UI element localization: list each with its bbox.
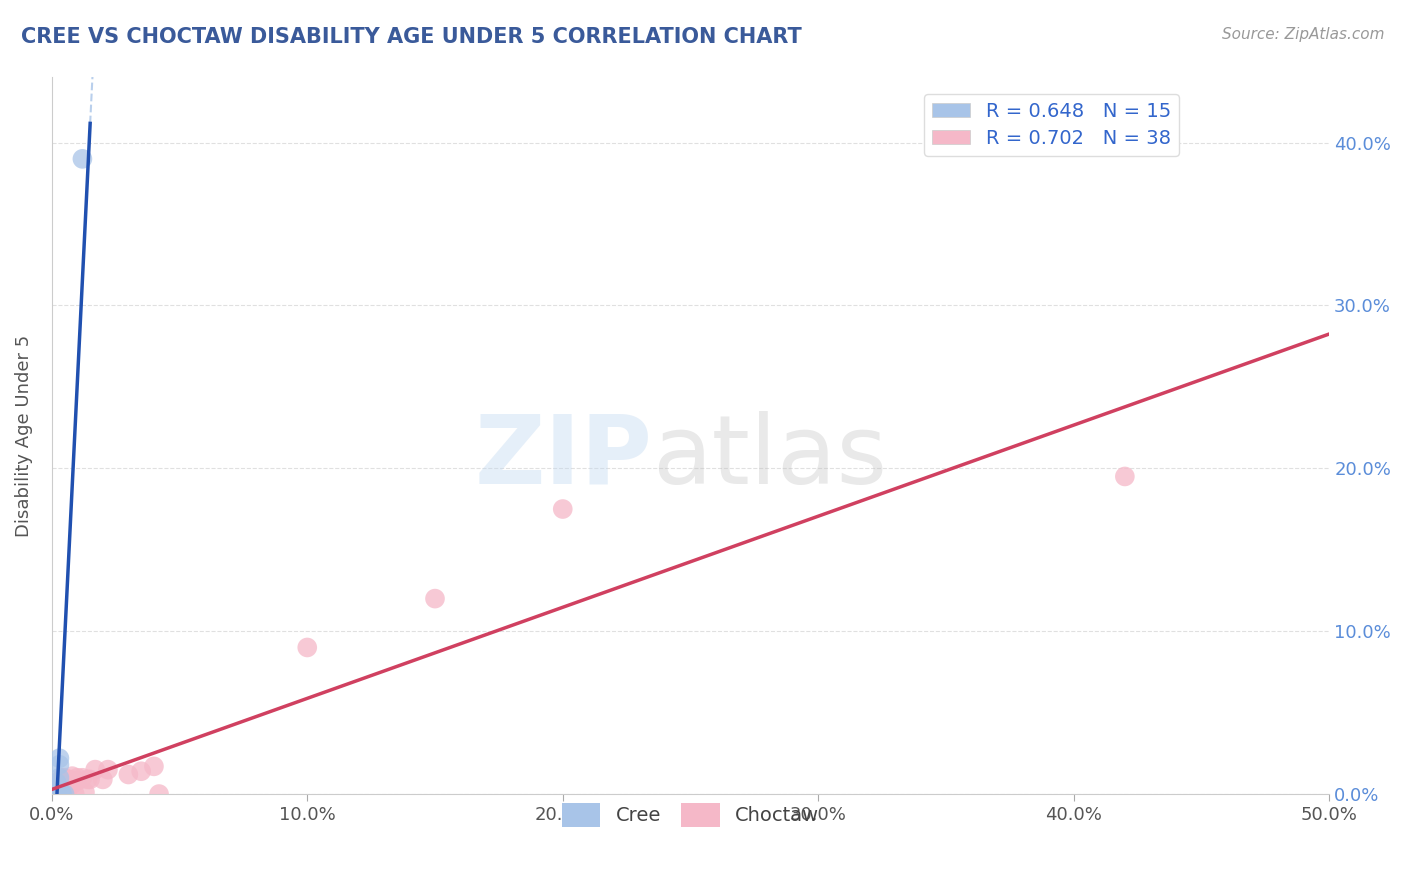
Point (1114, 469, 1136, 483)
Point (76, 772, 98, 787)
Point (60, 769, 83, 783)
Point (45, 779, 67, 793)
Point (53, 771, 76, 785)
Point (53, 775, 76, 789)
Point (48, 787, 70, 801)
Point (44, 782, 66, 797)
Point (53, 787, 76, 801)
Point (44, 785, 66, 799)
Point (44, 787, 66, 801)
Point (48, 771, 70, 785)
Point (44, 785, 66, 799)
Point (51, 787, 73, 801)
Point (53, 787, 76, 801)
Point (129, 764, 152, 779)
Point (51, 779, 73, 793)
Text: atlas: atlas (652, 410, 887, 504)
Point (59, 772, 82, 787)
Point (91, 772, 114, 787)
Point (84, 763, 107, 777)
Point (51, 787, 73, 801)
Text: CREE VS CHOCTAW DISABILITY AGE UNDER 5 CORRELATION CHART: CREE VS CHOCTAW DISABILITY AGE UNDER 5 C… (21, 27, 801, 46)
Point (63, 787, 86, 801)
Point (45, 785, 67, 799)
Point (66, 774, 89, 789)
Point (56, 787, 79, 801)
Point (148, 787, 170, 801)
Point (117, 767, 139, 781)
Point (48, 757, 70, 772)
Point (423, 591, 446, 606)
Legend: Cree, Choctaw: Cree, Choctaw (554, 795, 827, 835)
Point (51, 787, 73, 801)
Point (59, 775, 82, 789)
Point (142, 759, 165, 773)
Point (60, 777, 83, 791)
Point (97, 763, 120, 777)
Point (45, 787, 67, 801)
Text: ZIP: ZIP (474, 410, 652, 504)
Point (79, 772, 101, 787)
Point (297, 640, 319, 655)
Point (48, 751, 70, 765)
Point (72, 771, 94, 785)
Point (45, 787, 67, 801)
Point (72, 152, 94, 166)
Point (44, 787, 66, 801)
Point (73, 785, 96, 799)
Point (48, 774, 70, 789)
Point (45, 775, 67, 789)
Point (551, 502, 574, 516)
Point (66, 771, 89, 785)
Point (44, 785, 66, 799)
Point (51, 771, 73, 785)
Point (44, 784, 66, 798)
Point (45, 784, 67, 798)
Y-axis label: Disability Age Under 5: Disability Age Under 5 (15, 334, 32, 537)
Point (44, 782, 66, 797)
Text: Source: ZipAtlas.com: Source: ZipAtlas.com (1222, 27, 1385, 42)
Point (56, 772, 79, 787)
